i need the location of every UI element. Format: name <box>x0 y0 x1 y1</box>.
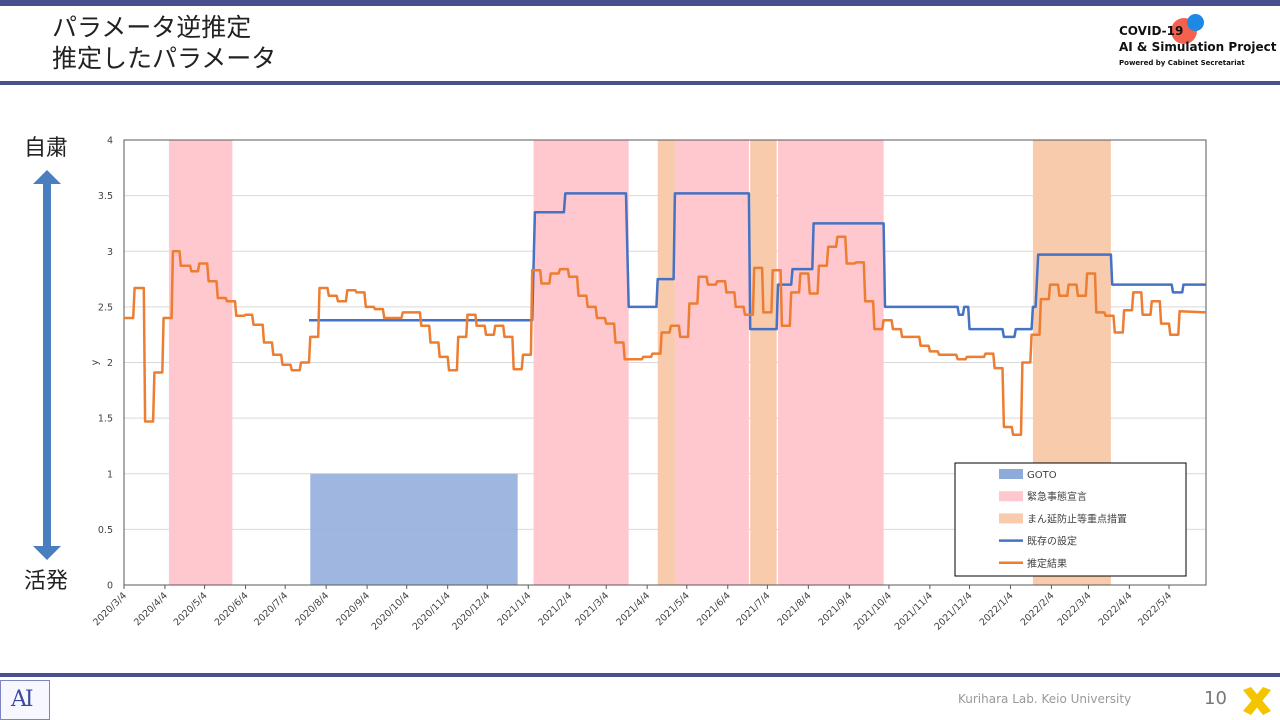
x-tick-label: 2021/5/4 <box>654 590 692 628</box>
x-tick-label: 2020/7/4 <box>252 590 290 628</box>
x-tick-label: 2020/12/4 <box>450 590 492 632</box>
legend-box <box>954 462 1187 577</box>
existing-setting-line <box>309 192 1206 339</box>
y-tick-label: 2 <box>107 358 113 369</box>
x-tick-label: 2021/3/4 <box>573 590 611 628</box>
x-tick-label: 2020/11/4 <box>411 590 453 632</box>
brand-x-icon <box>1243 687 1271 715</box>
lab-logo: AI <box>0 680 50 720</box>
x-tick-label: 2021/6/4 <box>695 590 733 628</box>
slide-title: パラメータ逆推定 推定したパラメータ <box>52 12 276 74</box>
footer-divider <box>0 673 1280 677</box>
legend-label: GOTO <box>1027 470 1057 481</box>
y-tick-label: 1 <box>107 469 113 480</box>
x-tick-label: 2021/1/4 <box>495 590 533 628</box>
x-tick-label: 2022/2/4 <box>1019 590 1057 628</box>
x-tick-label: 2022/3/4 <box>1056 590 1094 628</box>
top-bar <box>0 0 1280 6</box>
emergency-band <box>674 140 749 585</box>
x-tick-label: 2020/8/4 <box>293 590 331 628</box>
y-tick-label: 0.5 <box>98 525 113 536</box>
emergency-band <box>168 140 233 585</box>
y-tick-label: 4 <box>107 136 113 147</box>
priority-band <box>657 140 675 585</box>
x-tick-label: 2020/6/4 <box>213 590 251 628</box>
x-tick-label: 2021/11/4 <box>893 590 935 632</box>
side-label-top: 自粛 <box>24 136 69 161</box>
emergency-band <box>533 140 629 585</box>
title-line-2: 推定したパラメータ <box>52 44 277 73</box>
x-tick-label: 2021/2/4 <box>536 590 574 628</box>
legend-label: 緊急事態宣言 <box>1027 490 1087 503</box>
legend-swatch <box>999 469 1023 479</box>
x-tick-label: 2021/9/4 <box>816 590 854 628</box>
title-divider <box>0 81 1280 85</box>
plot-frame <box>123 139 1207 586</box>
y-tick-label: 3.5 <box>98 191 113 202</box>
legend-label: 推定結果 <box>1027 557 1067 570</box>
lab-logo-text: AI <box>11 687 34 712</box>
title-line-1: パラメータ逆推定 <box>52 13 252 42</box>
y-tick-label: 1.5 <box>98 414 113 425</box>
estimate-line <box>124 235 1207 437</box>
x-tick-label: 2021/8/4 <box>776 590 814 628</box>
legend-swatch <box>999 513 1023 524</box>
legend-swatch <box>999 491 1023 502</box>
parameter-chart: 0 0.5 1 1.5 2 2.5 3 3.5 4 y 2020/3/4 2020/4/4 2020/5… <box>90 136 1207 633</box>
logo-line-2: AI & Simulation Project <box>1119 40 1277 54</box>
x-tick-label: 2022/1/4 <box>978 590 1016 628</box>
page-number: 10 <box>1204 688 1227 709</box>
side-label-bottom: 活発 <box>24 569 69 594</box>
x-tick-label: 2022/5/4 <box>1136 590 1174 628</box>
x-tick-label: 2021/7/4 <box>735 590 773 628</box>
y-tick-label: 3 <box>107 247 113 258</box>
legend-label: 既存の設定 <box>1027 535 1077 548</box>
x-tick-label: 2021/12/4 <box>932 590 974 632</box>
x-tick-label: 2021/10/4 <box>852 590 894 632</box>
logo-blue-circle <box>1187 14 1204 31</box>
x-tick-label: 2020/3/4 <box>91 590 129 628</box>
priority-band <box>750 140 777 585</box>
footer-credit: Kurihara Lab. Keio University <box>958 692 1132 706</box>
x-tick-label: 2020/4/4 <box>132 590 170 628</box>
logo-line-3: Powered by Cabinet Secretariat <box>1119 59 1245 67</box>
logo-line-1: COVID-19 <box>1119 24 1184 38</box>
x-tick-label: 2021/4/4 <box>614 590 652 628</box>
project-logo: COVID-19 AI & Simulation Project Powered… <box>1119 14 1277 74</box>
double-arrow-icon <box>33 170 61 560</box>
x-tick-label: 2022/4/4 <box>1097 590 1135 628</box>
legend-label: まん延防止等重点措置 <box>1027 512 1127 525</box>
goto-area <box>310 473 518 585</box>
x-tick-label: 2020/9/4 <box>334 590 372 628</box>
y-tick-label: 2.5 <box>98 302 113 313</box>
x-tick-label: 2020/10/4 <box>370 590 412 632</box>
y-tick-label: 0 <box>107 581 113 592</box>
y-axis-label: y <box>90 359 101 365</box>
emergency-band <box>777 140 884 585</box>
x-tick-label: 2020/5/4 <box>172 590 210 628</box>
